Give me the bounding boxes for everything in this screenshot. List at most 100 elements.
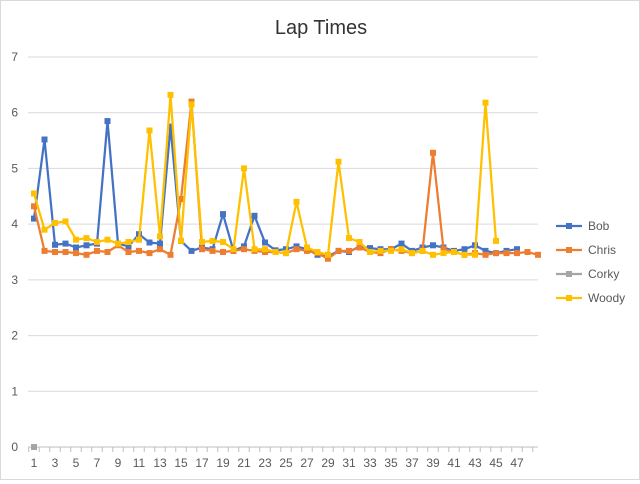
legend-swatch-marker (566, 295, 572, 301)
data-point-chris (304, 247, 310, 254)
data-point-chris (241, 246, 247, 253)
x-tick-label: 29 (321, 456, 335, 470)
data-point-chris (62, 249, 69, 255)
x-tick-label: 21 (237, 456, 251, 470)
data-point-bob (514, 246, 520, 253)
data-point-chris (440, 246, 447, 253)
legend-item-bob: Bob (556, 219, 610, 233)
data-point-woody (199, 239, 205, 245)
data-point-bob (146, 239, 153, 246)
x-tick-label: 19 (216, 456, 230, 470)
data-point-woody (367, 249, 373, 255)
data-point-woody (167, 91, 174, 98)
data-point-woody (409, 250, 415, 257)
chart-title: Lap Times (275, 17, 367, 39)
data-point-chris (293, 246, 300, 253)
data-point-chris (503, 250, 510, 257)
y-tick-label: 0 (11, 440, 18, 454)
data-point-chris (125, 249, 132, 255)
data-point-bob (41, 136, 48, 143)
data-point-woody (293, 198, 300, 205)
data-point-woody (125, 239, 132, 245)
data-point-bob (167, 123, 174, 130)
series-woody (31, 91, 499, 258)
legend-label: Corky (588, 267, 619, 281)
data-point-woody (83, 235, 90, 242)
data-point-corky (31, 444, 37, 450)
data-point-woody (188, 101, 195, 108)
y-axis-tick-labels: 0 1 2 3 4 5 6 7 (11, 50, 18, 454)
data-point-bob (367, 245, 373, 252)
data-point-woody (461, 251, 468, 258)
data-point-bob (52, 241, 58, 248)
data-point-woody (272, 249, 279, 255)
data-point-woody (398, 246, 405, 253)
data-point-bob (430, 242, 436, 249)
gridlines (28, 56, 538, 448)
data-point-chris (157, 246, 163, 253)
data-point-woody (146, 127, 153, 134)
data-point-chris (52, 249, 58, 255)
data-point-chris (167, 251, 174, 258)
data-point-chris (94, 247, 100, 254)
data-point-bob (398, 240, 405, 247)
data-point-bob (31, 215, 37, 222)
data-point-bob (125, 243, 132, 250)
x-tick-label: 37 (405, 456, 419, 470)
x-tick-label: 23 (258, 456, 272, 470)
data-point-chris (482, 251, 489, 258)
data-point-woody (178, 237, 184, 244)
legend-item-woody: Woody (556, 291, 625, 305)
data-point-woody (419, 247, 426, 254)
data-point-woody (430, 251, 436, 258)
data-point-chris (493, 250, 499, 257)
data-point-woody (104, 236, 111, 243)
data-point-woody (388, 247, 394, 254)
data-point-woody (482, 99, 489, 106)
data-point-woody (262, 246, 268, 253)
data-point-woody (472, 251, 478, 258)
data-point-bob (262, 239, 268, 246)
data-point-chris (220, 249, 226, 255)
data-point-chris (199, 246, 205, 253)
data-point-chris (31, 203, 37, 210)
x-tick-label: 9 (115, 456, 122, 470)
y-tick-label: 4 (11, 217, 18, 231)
legend-swatch-marker (566, 271, 572, 277)
y-tick-label: 3 (11, 273, 18, 287)
series-line-bob (32, 119, 518, 258)
data-point-chris (73, 250, 79, 257)
legend-label: Bob (588, 219, 610, 233)
data-point-woody (62, 218, 69, 225)
data-point-chris (136, 247, 142, 254)
data-point-woody (94, 239, 100, 245)
data-point-chris (178, 196, 184, 203)
legend-label: Woody (588, 291, 625, 305)
data-point-woody (304, 244, 310, 251)
x-tick-label: 15 (174, 456, 188, 470)
x-tick-label: 33 (363, 456, 377, 470)
x-tick-label: 47 (510, 456, 524, 470)
x-tick-label: 31 (342, 456, 356, 470)
data-point-bob (104, 118, 111, 125)
data-point-woody (356, 239, 363, 245)
x-tick-label: 25 (279, 456, 293, 470)
data-point-woody (41, 226, 48, 233)
data-point-chris (325, 255, 331, 262)
data-point-woody (220, 239, 226, 245)
data-point-bob (73, 244, 79, 251)
data-point-chris (356, 244, 363, 251)
data-point-woody (136, 236, 142, 243)
data-point-woody (314, 249, 321, 255)
x-tick-label: 27 (300, 456, 314, 470)
data-point-woody (377, 247, 384, 254)
x-tick-label: 35 (384, 456, 398, 470)
legend-item-chris: Chris (556, 243, 616, 257)
data-point-woody (241, 165, 247, 172)
data-point-woody (325, 251, 331, 258)
data-point-chris (146, 250, 153, 257)
x-tick-label: 1 (31, 456, 38, 470)
x-tick-label: 43 (468, 456, 482, 470)
data-point-chris (335, 247, 342, 254)
